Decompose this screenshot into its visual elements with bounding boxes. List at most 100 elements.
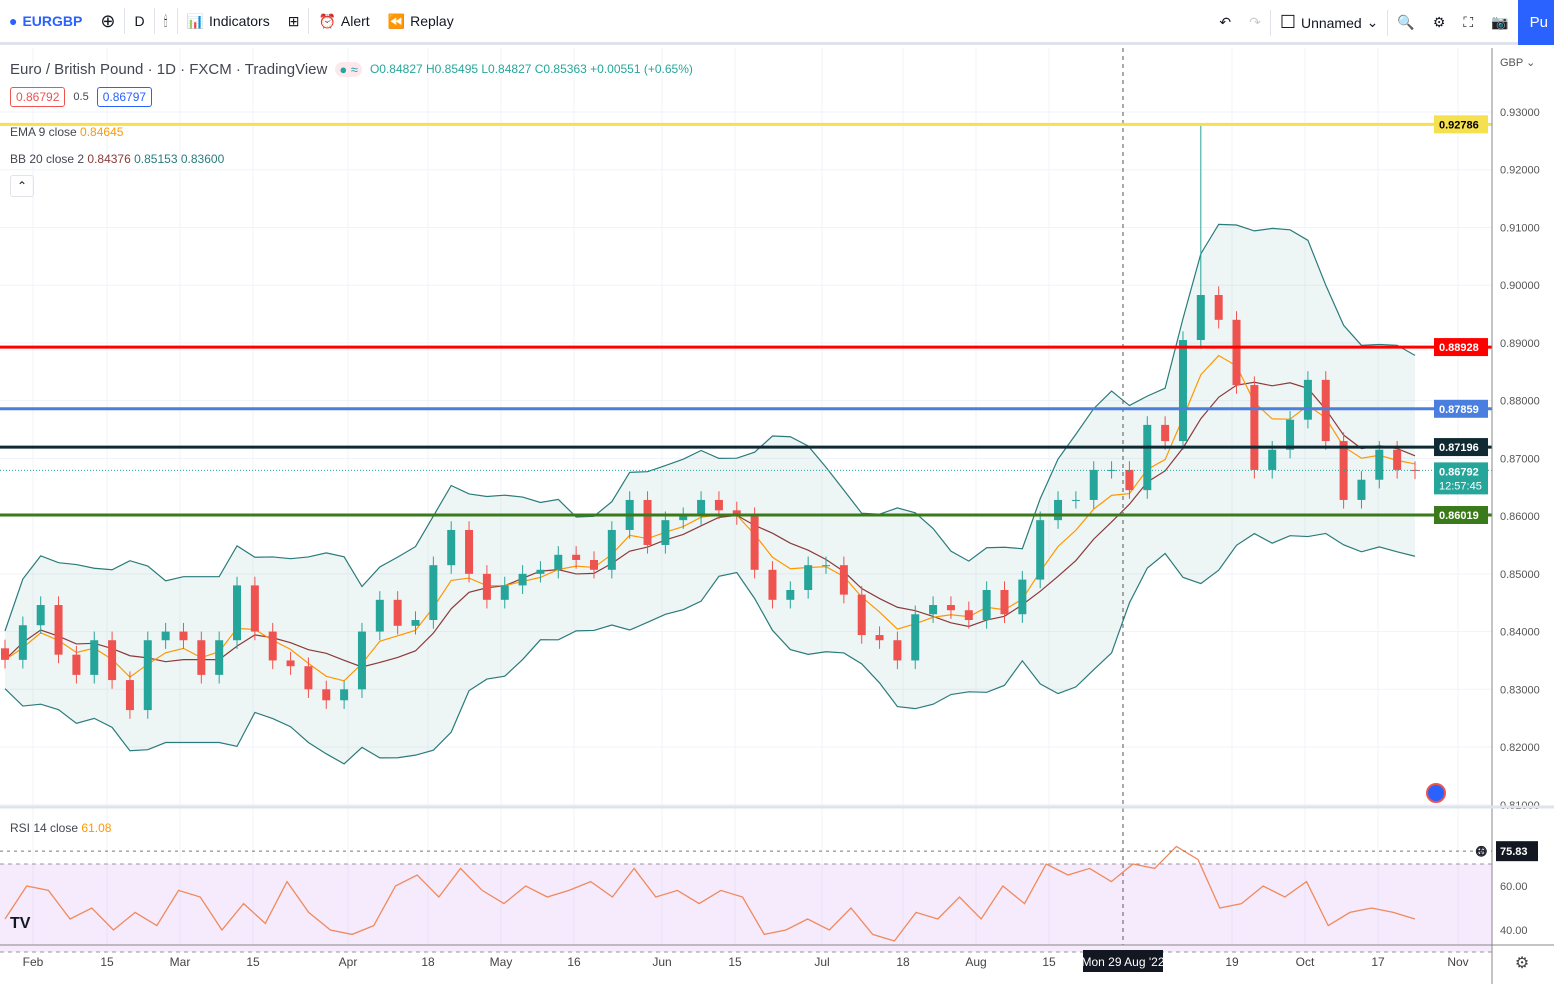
time-tick-label: Aug	[965, 955, 986, 969]
collapse-legend-button[interactable]: ⌃	[10, 175, 34, 197]
candle-body	[679, 516, 688, 521]
templates-button[interactable]: ⊞	[279, 6, 309, 36]
candle-body	[1411, 469, 1419, 471]
time-tick-label: 15	[1042, 955, 1056, 969]
alert-button[interactable]: ⏰ Alert	[318, 12, 370, 30]
candle-body	[1178, 340, 1187, 442]
price-tick-label: 0.91000	[1500, 222, 1540, 234]
redo-button[interactable]: ↷	[1240, 8, 1270, 38]
candle-body	[1054, 499, 1063, 521]
divider	[153, 8, 155, 34]
time-tick-label: 19	[1225, 955, 1239, 969]
candle-body	[250, 585, 259, 632]
chevron-up-icon: ⌃	[16, 179, 28, 193]
candle-body	[72, 654, 81, 675]
candle-body	[697, 499, 706, 517]
settings-gear-icon[interactable]: ⚙	[1515, 955, 1529, 972]
candle-body	[714, 499, 723, 511]
candle-body	[322, 689, 331, 701]
flag-icon: ●	[9, 13, 18, 29]
fullscreen-icon: ⛶	[1463, 14, 1474, 30]
currency-label: GBP ⌄	[1500, 57, 1535, 69]
candle-body	[1000, 590, 1009, 615]
bollinger-band-fill	[5, 224, 1415, 764]
add-plus-icon: ⊕	[1475, 843, 1488, 860]
candle-body	[857, 594, 866, 636]
chart-canvas[interactable]: 0.93000 0.92000 0.91000 0.90000 0.89000 0.880…	[0, 48, 1554, 984]
symbol-search-button[interactable]: ● EURGBP	[9, 13, 83, 29]
layout-button[interactable]: ☐ Unnamed ⌄	[1279, 12, 1379, 32]
candle-body	[482, 573, 491, 600]
flag-marker-icon	[1426, 783, 1446, 803]
candle-body	[1071, 499, 1080, 501]
candle-body	[304, 666, 313, 690]
rsi-crosshair-label: 75.83	[1500, 846, 1528, 858]
candle-body	[946, 605, 955, 611]
candle-body	[375, 599, 384, 632]
time-tick-label: May	[490, 955, 513, 969]
snapshot-button[interactable]: 📷	[1482, 8, 1517, 38]
price-tick-label: 0.90000	[1500, 280, 1540, 292]
bb-legend[interactable]: BB 20 close 2 0.84376 0.85153 0.83600	[10, 152, 225, 166]
search-button[interactable]: 🔍	[1388, 8, 1423, 38]
candle-body	[982, 590, 991, 621]
price-tick-label: 0.89000	[1500, 338, 1540, 350]
candle-body	[804, 565, 813, 591]
candle-body	[750, 516, 759, 570]
time-tick-label: Jul	[814, 955, 829, 969]
candle-body	[36, 605, 45, 626]
candle-body	[268, 631, 277, 661]
candle-body	[1, 648, 9, 660]
candle-body	[839, 565, 848, 595]
time-tick-label: Oct	[1296, 955, 1315, 969]
candle-body	[572, 554, 581, 560]
candle-body	[661, 520, 670, 545]
ema-legend[interactable]: EMA 9 close 0.84645	[10, 125, 124, 139]
price-tick-label: 0.93000	[1500, 107, 1540, 119]
time-tick-label: 15	[728, 955, 742, 969]
price-label-badge	[1434, 338, 1488, 357]
candle-body	[786, 590, 795, 600]
candle-body	[215, 640, 224, 675]
rsi-legend[interactable]: RSI 14 close 61.08	[10, 821, 112, 835]
indicators-icon: 📊	[186, 12, 205, 29]
candle-body	[1232, 319, 1241, 386]
price-tick-label: 0.88000	[1500, 396, 1540, 408]
candle-body	[18, 625, 27, 660]
candle-body	[732, 510, 741, 517]
sell-price[interactable]: 0.86792	[10, 87, 66, 107]
compare-button[interactable]: ⊕	[91, 6, 124, 36]
time-tick-label: Nov	[1447, 955, 1468, 969]
publish-button[interactable]: Pu	[1517, 0, 1554, 45]
candle-body	[964, 610, 973, 621]
price-tick-label: 0.82000	[1500, 742, 1540, 754]
time-tick-label: Feb	[23, 955, 44, 969]
undo-button[interactable]: ↶	[1210, 8, 1240, 38]
candle-body	[607, 529, 616, 570]
indicators-button[interactable]: 📊 Indicators	[186, 12, 270, 30]
ohlc-values: O0.84827 H0.85495 L0.84827 C0.85363 +0.0…	[369, 62, 693, 76]
candle-body	[893, 640, 902, 661]
divider	[176, 8, 178, 34]
candle-body	[1339, 441, 1348, 500]
candle-body	[429, 565, 438, 621]
interval-button[interactable]: D	[134, 13, 145, 29]
chart-type-button[interactable]: 🕯	[155, 6, 177, 36]
fullscreen-button[interactable]: ⛶	[1454, 8, 1482, 38]
price-label-badge	[1434, 115, 1488, 134]
settings-button[interactable]: ⚙	[1424, 8, 1455, 38]
replay-button[interactable]: ⏪ Replay	[387, 12, 454, 30]
candle-body	[1286, 419, 1295, 450]
divider	[1269, 9, 1271, 36]
candle-body	[411, 620, 420, 626]
candle-body	[340, 689, 349, 701]
price-label: 0.87859	[1439, 404, 1479, 416]
time-tick-label: Jun	[652, 955, 671, 969]
buy-price[interactable]: 0.86797	[96, 87, 153, 107]
grid-icon: ⊞	[287, 12, 300, 29]
time-tick-label: 18	[896, 955, 910, 969]
bb-basis-line	[4, 381, 1416, 668]
current-price-label: 0.86792	[1439, 466, 1479, 478]
price-label: 0.87196	[1439, 442, 1479, 454]
candle-body	[447, 529, 456, 566]
